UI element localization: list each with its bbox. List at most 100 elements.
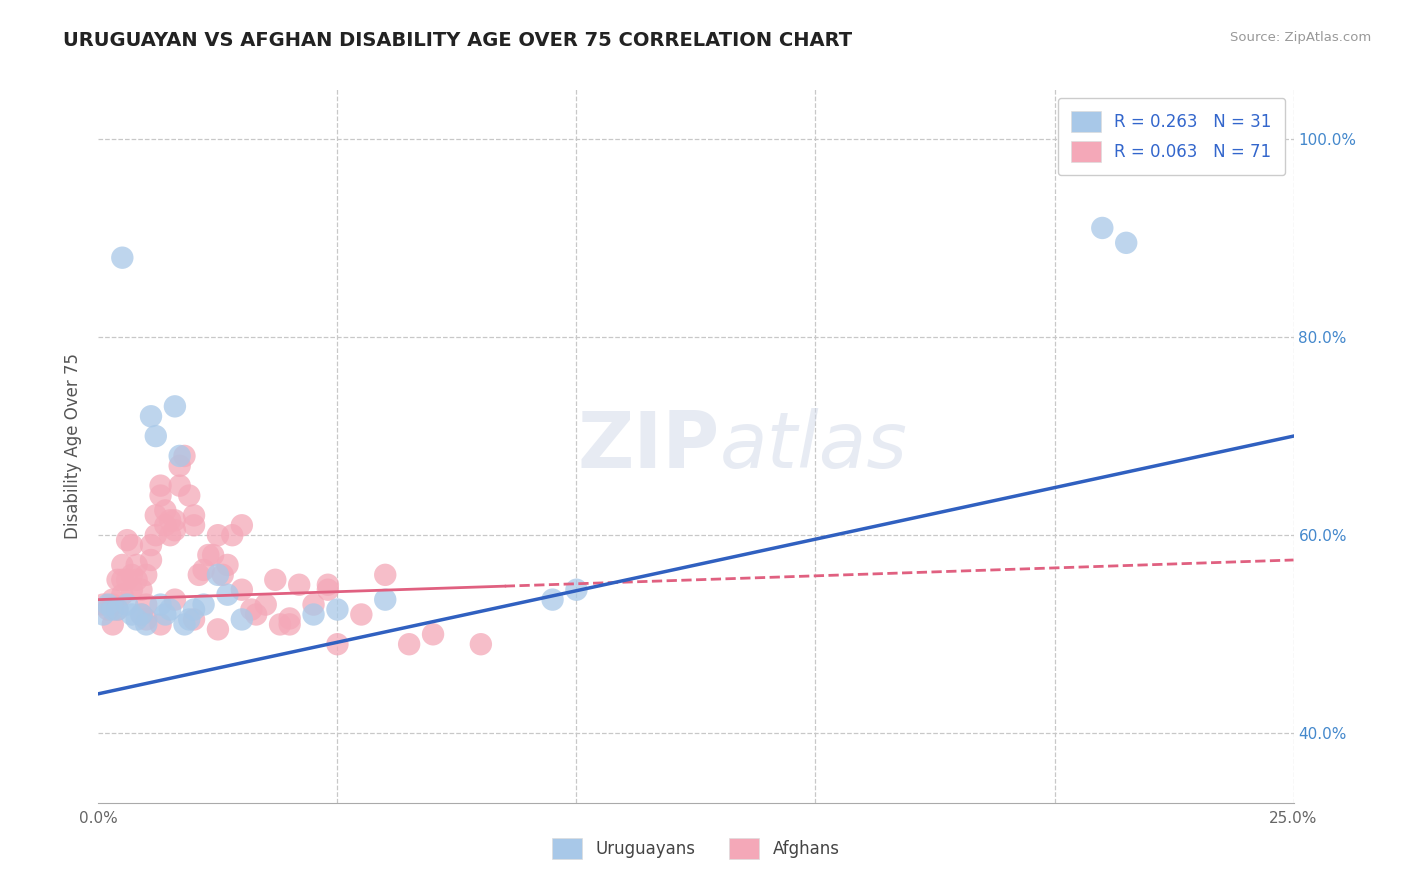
Point (139, 538, 162, 552)
Point (217, 558, 239, 572)
Point (470, 637, 492, 651)
Point (155, 607, 177, 622)
Point (145, 508, 167, 523)
Point (398, 637, 420, 651)
Point (101, 602, 124, 616)
Text: URUGUAYAN VS AFGHAN DISABILITY AGE OVER 75 CORRELATION CHART: URUGUAYAN VS AFGHAN DISABILITY AGE OVER … (63, 31, 852, 50)
Point (135, 598, 157, 612)
Point (91, 607, 114, 622)
Point (163, 592, 186, 607)
Point (125, 573, 148, 587)
Point (316, 582, 339, 597)
Point (107, 573, 129, 587)
Point (183, 508, 205, 523)
Point (187, 567, 209, 582)
Point (101, 592, 124, 607)
Point (278, 611, 301, 625)
Point (121, 582, 143, 597)
Point (269, 617, 291, 632)
Point (155, 518, 177, 533)
Point (135, 567, 157, 582)
Point (173, 617, 195, 632)
Point (1115, 235, 1137, 250)
Point (278, 617, 301, 632)
Point (107, 602, 129, 616)
Text: atlas: atlas (720, 408, 908, 484)
Point (202, 548, 225, 562)
Point (169, 449, 191, 463)
Point (254, 598, 277, 612)
Point (231, 582, 253, 597)
Point (139, 409, 162, 424)
Point (565, 582, 588, 597)
Point (183, 518, 205, 533)
Point (207, 528, 229, 542)
Point (159, 513, 181, 527)
Point (145, 429, 167, 443)
Point (163, 400, 186, 414)
Point (179, 489, 201, 503)
Point (302, 598, 325, 612)
Point (121, 538, 143, 552)
Point (131, 607, 153, 622)
Point (231, 518, 253, 533)
Point (221, 528, 243, 542)
Point (193, 598, 215, 612)
Point (326, 637, 349, 651)
Point (1091, 221, 1114, 235)
Point (316, 578, 339, 592)
Point (422, 627, 444, 641)
Point (173, 449, 195, 463)
Point (193, 563, 215, 577)
Point (149, 489, 172, 503)
Point (125, 558, 148, 572)
Point (135, 612, 157, 626)
Point (121, 607, 143, 622)
Point (374, 592, 396, 607)
Point (179, 612, 201, 626)
Point (111, 558, 134, 572)
Point (197, 548, 219, 562)
Point (115, 598, 138, 612)
Point (111, 573, 134, 587)
Point (231, 612, 253, 626)
Point (145, 528, 167, 542)
Point (125, 612, 148, 626)
Point (107, 602, 129, 616)
Point (350, 607, 373, 622)
Point (131, 607, 153, 622)
Point (149, 598, 172, 612)
Point (101, 617, 124, 632)
Point (97, 598, 120, 612)
Point (374, 567, 396, 582)
Point (207, 623, 229, 637)
Point (163, 513, 186, 527)
Point (264, 573, 287, 587)
Point (159, 602, 181, 616)
Point (245, 607, 267, 622)
Point (101, 598, 124, 612)
Point (135, 617, 157, 632)
Point (169, 458, 191, 473)
Point (240, 602, 263, 616)
Point (139, 553, 162, 567)
Point (541, 592, 564, 607)
Point (149, 478, 172, 492)
Point (91, 598, 114, 612)
Point (111, 588, 134, 602)
Point (183, 612, 205, 626)
Point (183, 602, 205, 616)
Point (302, 607, 325, 622)
Y-axis label: Disability Age Over 75: Disability Age Over 75 (65, 353, 83, 539)
Point (155, 503, 177, 517)
Point (207, 567, 229, 582)
Point (115, 573, 138, 587)
Point (211, 567, 233, 582)
Point (111, 251, 134, 265)
Point (97, 602, 120, 616)
Point (115, 533, 138, 548)
Text: ZIP: ZIP (578, 408, 720, 484)
Point (326, 602, 349, 616)
Point (163, 523, 186, 537)
Point (131, 582, 153, 597)
